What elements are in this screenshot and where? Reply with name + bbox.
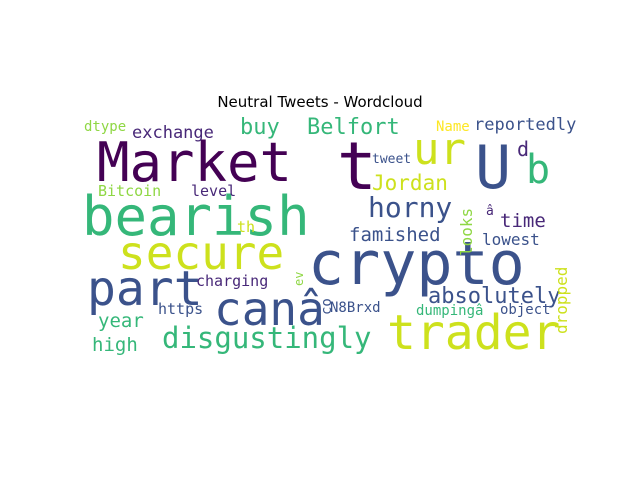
word-28: level xyxy=(191,182,237,200)
word-18: year xyxy=(98,310,144,332)
word-24: looks xyxy=(457,207,476,256)
word-37: â xyxy=(486,204,494,219)
word-12: horny xyxy=(368,191,453,224)
word-15: buy xyxy=(240,115,280,140)
word-27: Bitcoin xyxy=(98,182,162,200)
word-14: Belfort xyxy=(307,115,400,140)
word-10: trader xyxy=(387,305,561,361)
word-23: d xyxy=(517,137,530,161)
word-25: dropped xyxy=(552,266,571,335)
word-16: famished xyxy=(349,224,441,246)
word-2: ur xyxy=(413,124,466,175)
word-38: dtype xyxy=(84,119,127,135)
word-21: reportedly xyxy=(474,115,577,135)
word-8: part xyxy=(87,261,203,317)
word-36: ev xyxy=(292,271,306,287)
word-30: charging xyxy=(196,272,269,290)
word-4: b xyxy=(526,147,551,193)
word-3: U xyxy=(475,133,512,203)
word-29: th xyxy=(237,218,256,236)
word-40: tweet xyxy=(372,152,412,167)
word-34: object xyxy=(500,302,551,318)
word-20: exchange xyxy=(132,123,214,143)
word-33: dumpingâ xyxy=(416,303,484,319)
word-9: canâ xyxy=(214,282,325,336)
word-17: absolutely xyxy=(428,284,561,309)
word-39: Name xyxy=(436,119,470,135)
word-26: lowest xyxy=(482,230,540,249)
word-35: co xyxy=(319,297,335,315)
word-1: t xyxy=(337,128,377,205)
word-22: time xyxy=(500,210,546,232)
word-7: secure xyxy=(118,226,285,280)
word-6: crypto xyxy=(308,229,525,299)
word-11: disgustingly xyxy=(162,321,372,355)
word-5: bearish xyxy=(82,185,310,248)
word-32: N8Brxd xyxy=(330,300,381,316)
word-13: Jordan xyxy=(372,171,448,195)
word-0: Market xyxy=(97,131,293,194)
word-31: https xyxy=(158,300,204,318)
word-19: high xyxy=(92,334,138,356)
chart-title: Neutral Tweets - Wordcloud xyxy=(217,93,423,111)
